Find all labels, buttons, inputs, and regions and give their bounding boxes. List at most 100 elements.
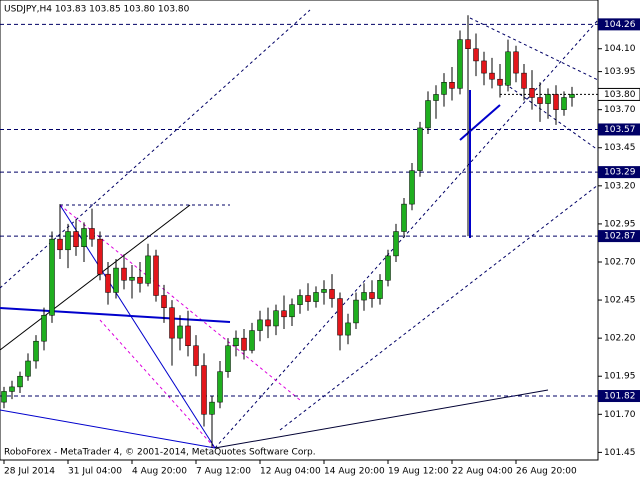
candle-body: [345, 322, 351, 336]
level-label: 103.29: [604, 168, 636, 178]
candle-body: [33, 340, 39, 362]
level-label: 104.26: [604, 20, 636, 30]
candle-body: [521, 72, 527, 89]
candle-body: [121, 267, 127, 281]
candle-body: [417, 127, 423, 171]
level-label: 102.87: [604, 232, 636, 242]
candle-body: [89, 228, 95, 240]
candle-body: [393, 231, 399, 257]
candle-body: [313, 292, 319, 302]
x-tick-label: 12 Aug 04:00: [260, 467, 321, 477]
candle-body: [65, 231, 71, 251]
candle-body: [177, 325, 183, 339]
y-tick-label: 102.45: [604, 296, 636, 306]
candle-body: [569, 94, 575, 98]
candle-body: [537, 97, 543, 104]
y-tick-label: 101.95: [604, 372, 636, 382]
y-tick-label: 102.95: [604, 219, 636, 229]
candle-body: [241, 337, 247, 351]
trend-line: [459, 104, 501, 141]
candle-body: [497, 78, 503, 86]
candle-body: [185, 325, 191, 347]
level-label: 101.82: [604, 392, 636, 402]
x-tick-label: 28 Jul 2014: [4, 467, 55, 477]
candle-body: [281, 310, 287, 318]
candle-body: [385, 255, 391, 281]
trend-line: [0, 409, 216, 449]
trend-line: [0, 307, 231, 323]
current-price-box: [597, 87, 640, 101]
candle-body: [289, 304, 295, 318]
candle-body: [337, 298, 343, 336]
x-tick-label: 14 Aug 20:00: [324, 467, 385, 477]
y-tick-label: 103.45: [604, 143, 636, 153]
candle-body: [105, 273, 111, 293]
candle-body: [217, 371, 223, 403]
candle-body: [401, 203, 407, 232]
candle-body: [409, 170, 415, 205]
candle-body: [329, 289, 335, 299]
candle-body: [17, 375, 23, 388]
y-tick-label: 101.70: [604, 410, 636, 420]
y-tick-label: 101.45: [604, 448, 636, 458]
candle-body: [361, 292, 367, 301]
candle-body: [161, 295, 167, 308]
candle-body: [49, 238, 55, 316]
candle-body: [369, 292, 375, 299]
y-tick-label: 103.95: [604, 67, 636, 77]
candle-body: [273, 310, 279, 327]
x-tick-label: 26 Aug 20:00: [516, 467, 577, 477]
level-label-box: [598, 123, 640, 136]
candle-body: [561, 97, 567, 110]
candle-body: [457, 39, 463, 89]
candle-body: [505, 51, 511, 86]
candle-body: [441, 82, 447, 95]
candle-body: [553, 94, 559, 110]
candle-body: [233, 337, 239, 347]
candle-body: [73, 231, 79, 248]
candle-body: [513, 51, 519, 74]
candle-body: [129, 276, 135, 281]
candle-body: [433, 94, 439, 101]
candle-body: [257, 319, 263, 331]
candle-body: [57, 238, 63, 251]
candle-body: [249, 330, 255, 351]
level-label-box: [598, 166, 640, 179]
candle-body: [353, 299, 359, 324]
candle-body: [425, 100, 431, 129]
footer: RoboForex - MetaTrader 4, © 2001-2014, M…: [4, 448, 316, 458]
candle-body: [145, 255, 151, 284]
candle-body: [529, 88, 535, 98]
candle-body: [209, 401, 215, 415]
trend-line: [279, 184, 599, 431]
trend-line: [499, 79, 599, 151]
candle-body: [137, 276, 143, 284]
candle-body: [1, 391, 7, 403]
candle-body: [153, 255, 159, 296]
candle-body: [377, 280, 383, 299]
candle-body: [297, 295, 303, 305]
level-label-box: [598, 230, 640, 243]
candle-body: [265, 319, 271, 327]
candle-body: [489, 72, 495, 80]
candle-body: [465, 39, 471, 49]
trend-line: [214, 389, 549, 449]
candle-body: [25, 360, 31, 377]
candle-body: [545, 94, 551, 104]
candle-body: [9, 386, 15, 392]
candle-body: [97, 238, 103, 275]
x-tick-label: 4 Aug 20:00: [132, 467, 187, 477]
level-label-box: [598, 18, 640, 31]
trend-line: [0, 204, 191, 351]
current-price-label: 103.80: [604, 90, 636, 100]
trend-line: [99, 319, 216, 449]
candle-body: [41, 315, 47, 342]
plot-frame: [0, 0, 599, 461]
candle-body: [473, 48, 479, 62]
y-tick-label: 102.70: [604, 257, 636, 267]
candle-body: [449, 82, 455, 89]
candle-body: [225, 345, 231, 372]
x-tick-label: 19 Aug 12:00: [388, 467, 449, 477]
level-label-box: [598, 390, 640, 403]
y-tick-label: 103.70: [604, 105, 636, 115]
